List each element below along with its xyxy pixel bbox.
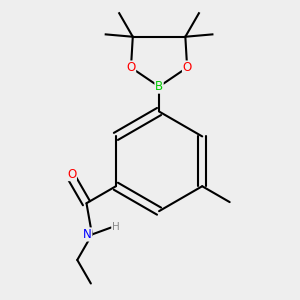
Text: O: O [67,168,76,181]
Text: H: H [112,223,120,232]
Text: O: O [182,61,192,74]
Text: O: O [126,61,136,74]
Text: N: N [83,228,92,241]
Text: B: B [155,80,163,93]
